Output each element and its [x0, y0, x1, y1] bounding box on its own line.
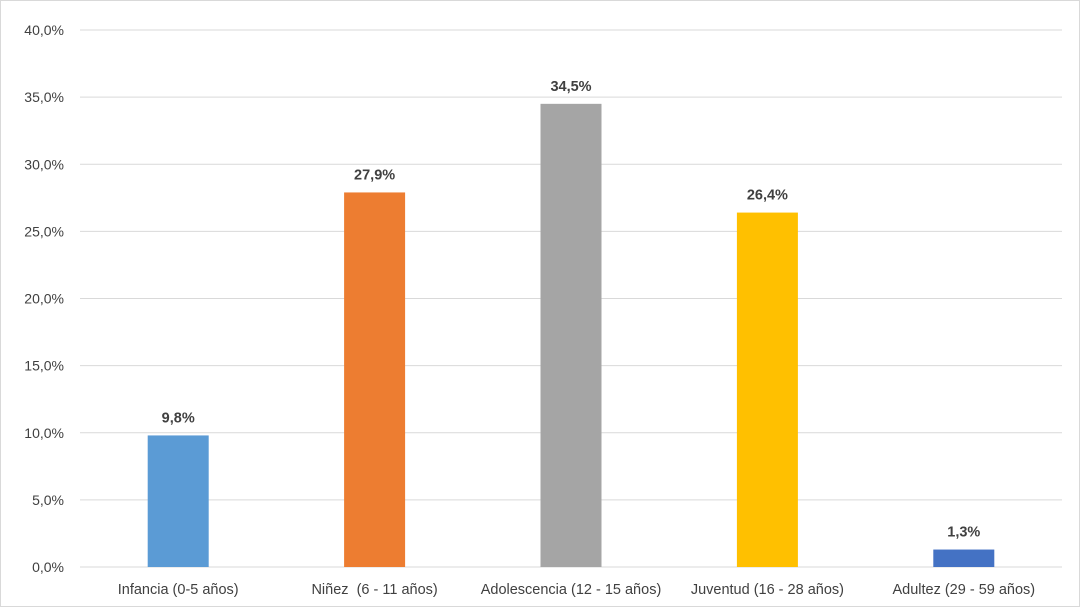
bar [933, 549, 995, 567]
x-axis-category-labels: Infancia (0-5 años) Niñez (6 - 11 años) Ad… [118, 582, 1035, 598]
bar-data-label: 34,5% [550, 79, 591, 95]
y-tick-label: 5,0% [32, 492, 64, 508]
bar [147, 435, 209, 567]
x-category-label: Juventud (16 - 28 años) [691, 582, 844, 598]
x-category-label: Infancia (0-5 años) [118, 582, 239, 598]
y-tick-label: 10,0% [24, 425, 64, 441]
y-axis-tick-labels: 0,0% 5,0% 10,0% 15,0% 20,0% 25,0% 30,0% 35,0% 40… [24, 22, 64, 575]
bar [736, 212, 798, 567]
y-tick-label: 15,0% [24, 358, 64, 374]
y-tick-label: 35,0% [24, 89, 64, 105]
y-tick-label: 30,0% [24, 156, 64, 172]
data-labels: 9,8% 27,9% 34,5% 26,4% 1,3% [162, 79, 981, 541]
x-category-label: Adultez (29 - 59 años) [892, 582, 1035, 598]
y-tick-label: 25,0% [24, 223, 64, 239]
bar [344, 192, 406, 567]
y-tick-label: 0,0% [32, 559, 64, 575]
bar-data-label: 9,8% [162, 410, 195, 426]
x-category-label: Niñez (6 - 11 años) [311, 582, 437, 598]
x-category-label: Adolescencia (12 - 15 años) [481, 582, 662, 598]
bar [540, 103, 602, 568]
y-tick-label: 20,0% [24, 291, 64, 307]
y-tick-label: 40,0% [24, 22, 64, 38]
bar-data-label: 26,4% [747, 188, 788, 204]
bar-data-label: 27,9% [354, 167, 395, 183]
bars [147, 103, 995, 568]
bar-data-label: 1,3% [947, 525, 980, 541]
